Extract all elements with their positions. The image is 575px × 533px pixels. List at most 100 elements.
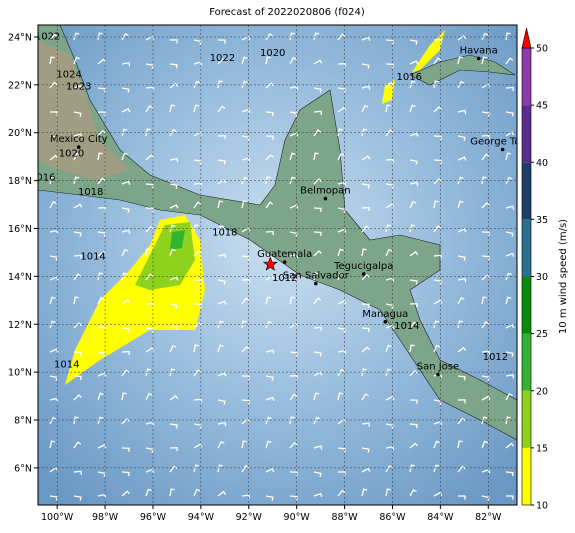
wind-barb bbox=[433, 80, 439, 89]
wind-barb bbox=[313, 207, 322, 212]
x-tick-label: 86°W bbox=[379, 512, 406, 523]
wind-barb bbox=[457, 440, 463, 449]
wind-barb bbox=[217, 200, 224, 209]
isobar-label: 1016 bbox=[396, 72, 421, 83]
wind-barb bbox=[193, 201, 202, 209]
wind-barb bbox=[49, 416, 57, 425]
wind-barb bbox=[313, 250, 322, 257]
wind-barb bbox=[385, 158, 394, 164]
wind-barb bbox=[313, 297, 322, 305]
colorbar-tick-label: 45 bbox=[536, 101, 548, 112]
wind-barb bbox=[49, 296, 56, 305]
wind-barb bbox=[121, 229, 131, 234]
wind-barb bbox=[241, 494, 251, 499]
wind-barb bbox=[289, 375, 298, 380]
wind-barb bbox=[73, 416, 79, 425]
wind-barb bbox=[169, 39, 178, 44]
wind-barb bbox=[313, 272, 319, 281]
storm-marker bbox=[262, 256, 278, 271]
wind-barb bbox=[313, 59, 323, 65]
wind-barb bbox=[337, 248, 344, 257]
isobar-label: 1024 bbox=[56, 70, 81, 81]
wind-barb bbox=[145, 154, 154, 161]
wind-barb bbox=[481, 375, 490, 381]
wind-barb bbox=[217, 80, 223, 89]
wind-barb bbox=[361, 447, 370, 453]
wind-barb bbox=[457, 296, 465, 305]
wind-barb bbox=[433, 200, 439, 209]
wind-barb bbox=[409, 399, 418, 404]
wind-barb bbox=[457, 255, 466, 261]
wind-barb bbox=[457, 34, 467, 41]
wind-barb bbox=[409, 200, 417, 209]
y-tick-label: 12°N bbox=[8, 320, 32, 331]
wind-barb bbox=[73, 152, 81, 161]
wind-barb bbox=[313, 392, 320, 401]
wind-barb bbox=[337, 33, 346, 41]
isobar-label: 1023 bbox=[66, 82, 91, 93]
wind-barb bbox=[169, 183, 178, 189]
city-label: San Jose bbox=[417, 362, 459, 373]
wind-barb bbox=[289, 32, 295, 41]
wind-barb bbox=[433, 491, 443, 497]
wind-barb bbox=[505, 131, 515, 137]
wind-barb bbox=[361, 225, 370, 233]
wind-barb bbox=[385, 203, 395, 209]
wind-barb bbox=[73, 133, 83, 138]
wind-barb bbox=[337, 272, 344, 281]
land bbox=[38, 25, 517, 441]
wind-shade bbox=[382, 80, 395, 104]
wind-barb bbox=[409, 279, 418, 285]
wind-barb bbox=[193, 369, 202, 377]
wind-barb bbox=[385, 446, 395, 451]
wind-barb bbox=[121, 447, 130, 452]
wind-barb bbox=[433, 38, 442, 43]
wind-barb bbox=[481, 201, 490, 209]
wind-barb bbox=[505, 351, 514, 357]
wind-barb bbox=[457, 200, 464, 209]
wind-barb bbox=[241, 176, 249, 185]
wind-barb bbox=[337, 152, 345, 161]
wind-barb bbox=[97, 272, 104, 281]
wind-barb bbox=[313, 445, 323, 450]
wind-barb bbox=[193, 224, 199, 233]
city-label: Managua bbox=[362, 309, 408, 320]
y-tick-label: 10°N bbox=[8, 368, 32, 379]
wind-barb bbox=[265, 56, 271, 65]
wind-barb bbox=[505, 231, 514, 237]
isobar-label: 1020 bbox=[59, 149, 84, 160]
colorbar-tick-label: 25 bbox=[536, 329, 548, 340]
wind-barb bbox=[481, 32, 489, 41]
wind-barb bbox=[145, 273, 154, 281]
wind-barb bbox=[505, 32, 511, 41]
wind-barb bbox=[457, 277, 467, 283]
wind-barb bbox=[169, 465, 178, 473]
wind-barb bbox=[481, 231, 490, 236]
x-tick-label: 88°W bbox=[331, 512, 358, 523]
wind-barb bbox=[409, 224, 416, 233]
isobar-label: 1014 bbox=[80, 252, 105, 263]
y-tick-label: 8°N bbox=[14, 416, 32, 427]
city-label: Tegucigalpa bbox=[333, 261, 393, 272]
wind-barb bbox=[433, 159, 442, 164]
wind-barb bbox=[145, 368, 152, 377]
wind-barb bbox=[49, 495, 58, 501]
city-label: George Town bbox=[470, 136, 535, 147]
wind-barb bbox=[481, 111, 490, 117]
wind-barb bbox=[49, 229, 59, 235]
wind-barb bbox=[121, 87, 130, 93]
wind-barb bbox=[433, 254, 442, 259]
city-marker bbox=[361, 272, 366, 276]
wind-barb bbox=[265, 153, 274, 161]
city-marker bbox=[383, 320, 388, 324]
wind-barb bbox=[385, 183, 394, 189]
wind-barb bbox=[289, 132, 299, 137]
wind-barb bbox=[217, 464, 223, 473]
wind-barb bbox=[337, 128, 344, 137]
wind-barb bbox=[361, 393, 369, 401]
wind-barb bbox=[481, 350, 491, 355]
wind-barb bbox=[121, 350, 130, 356]
wind-barb bbox=[433, 420, 443, 426]
wind-barb bbox=[433, 178, 442, 185]
colorbar-extend bbox=[521, 27, 532, 49]
